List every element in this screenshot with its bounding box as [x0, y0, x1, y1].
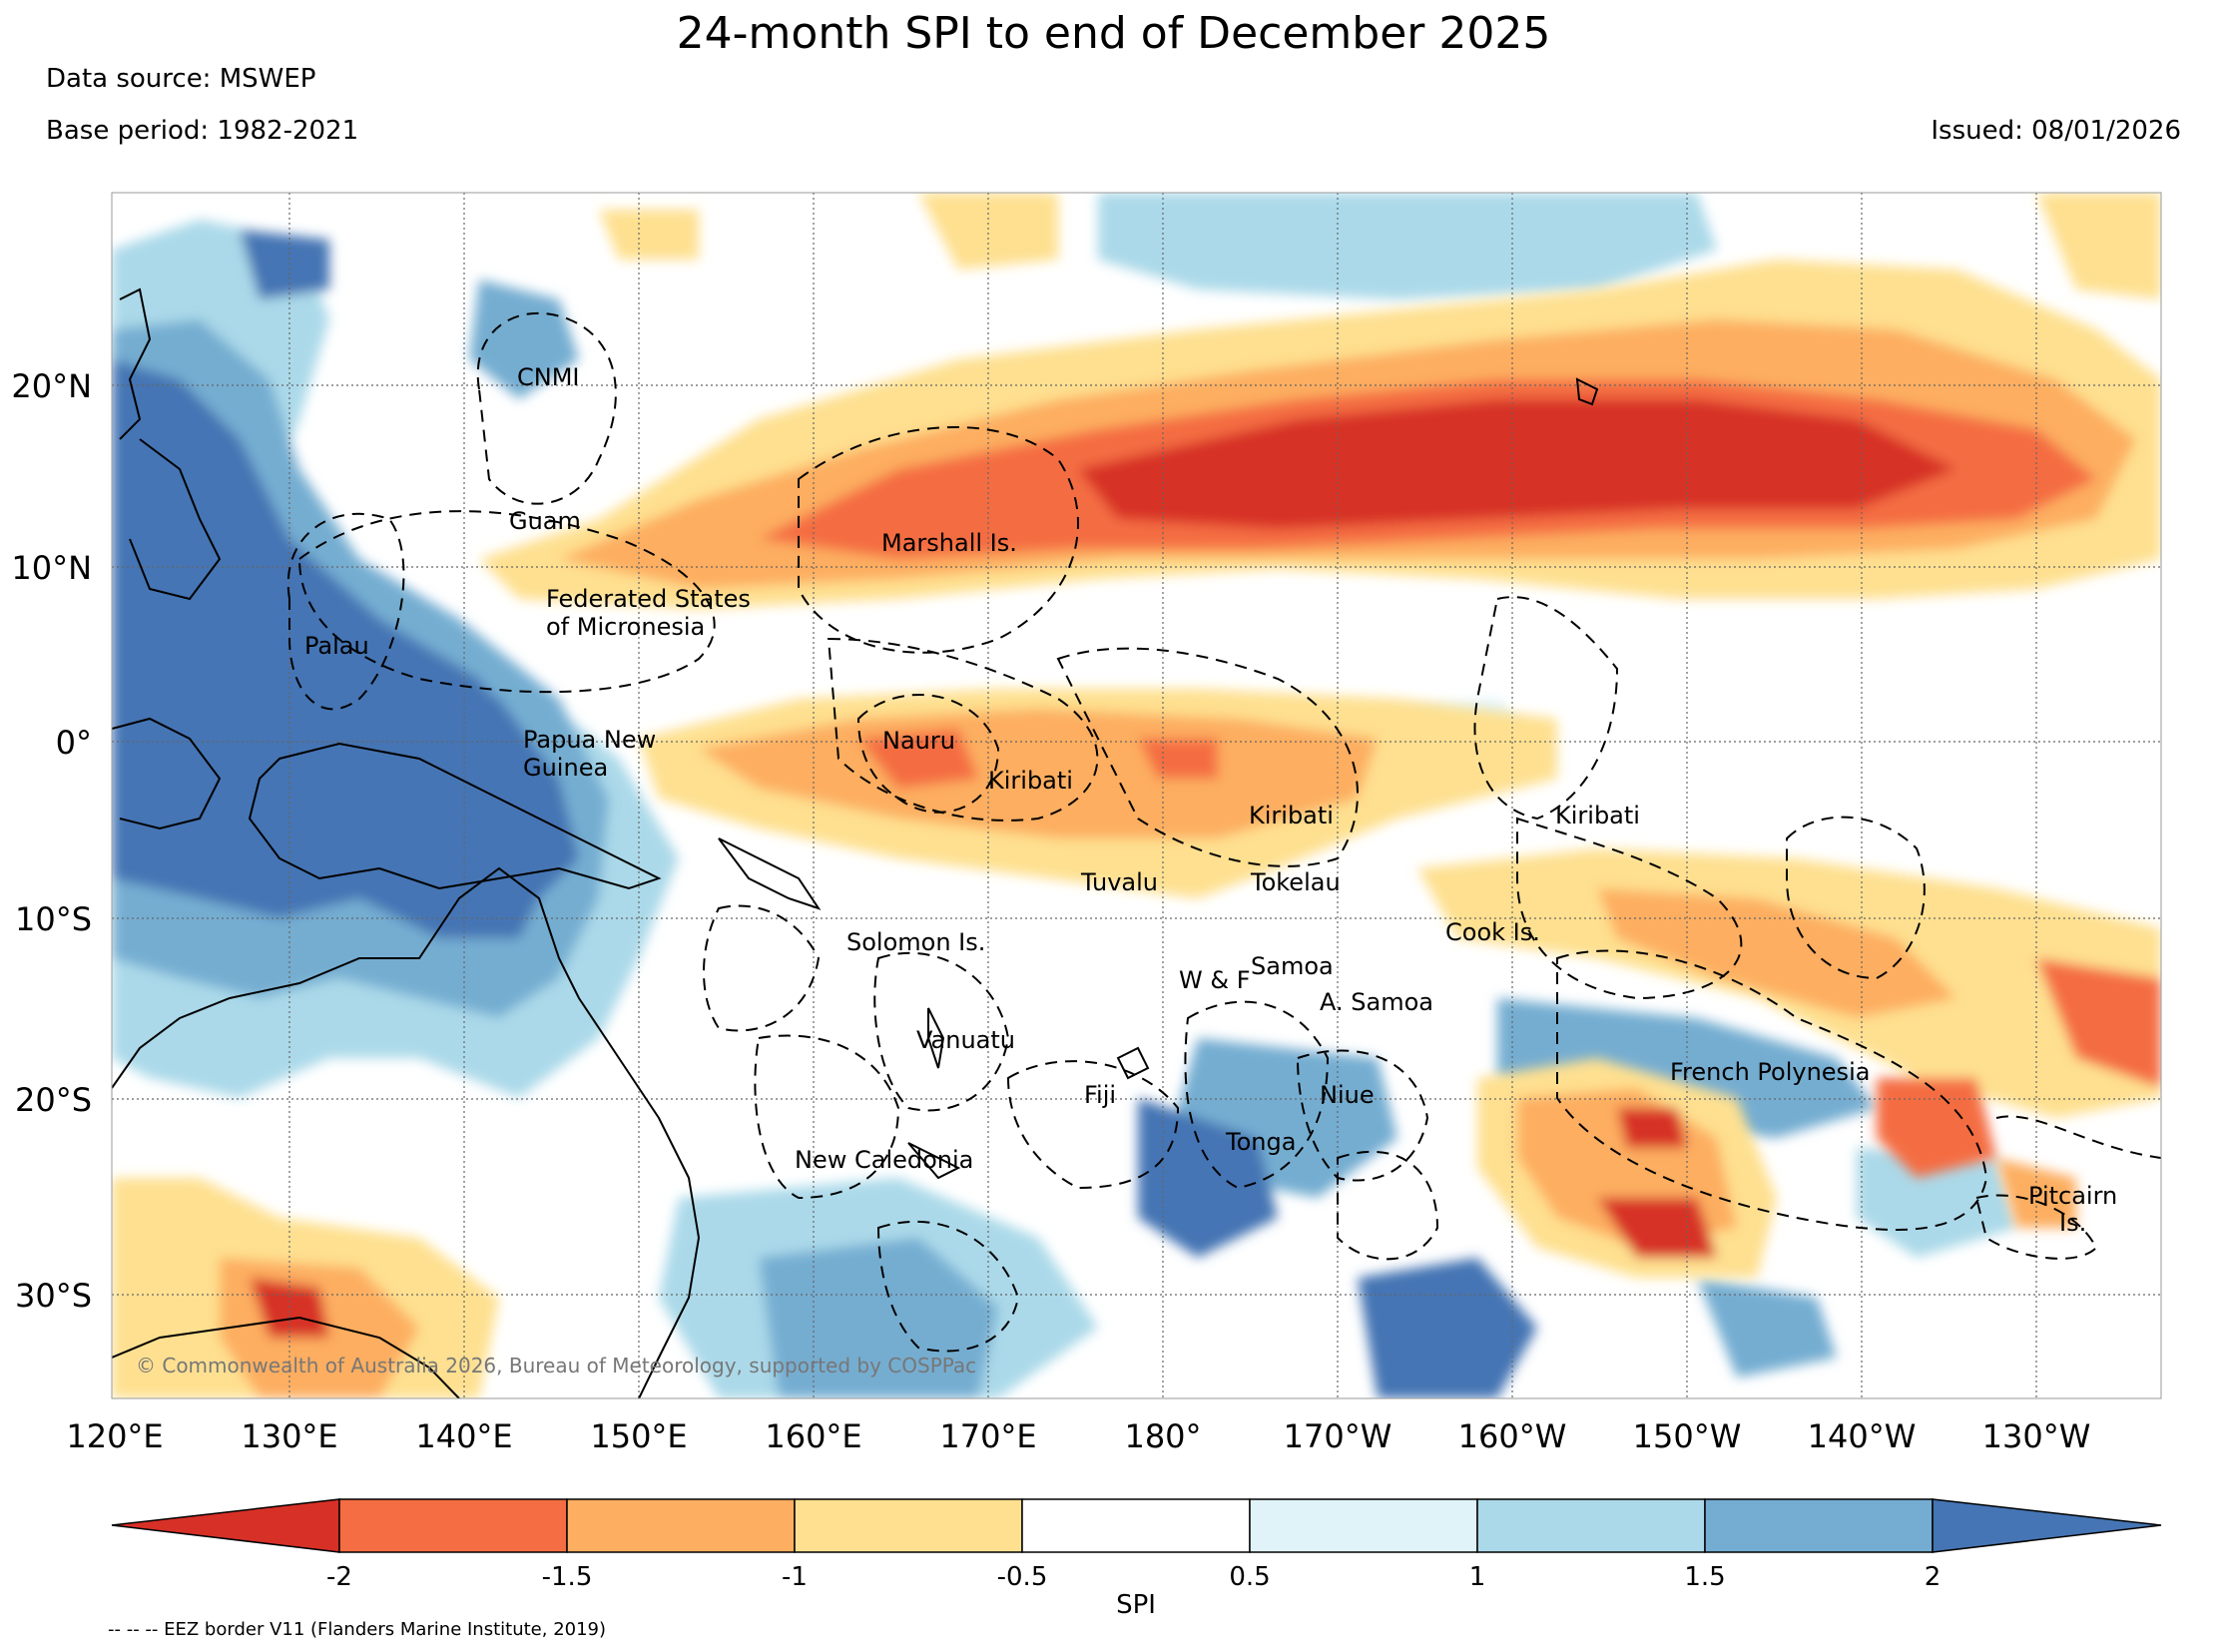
colorbar-bin [1704, 1498, 1934, 1553]
region-label-png-1: Papua New [523, 726, 656, 754]
colorbar-bin [1476, 1498, 1706, 1553]
eez-borders [286, 311, 2161, 1353]
colorbar-tick: -2 [326, 1562, 352, 1592]
lon-label-150e: 150°E [590, 1417, 687, 1455]
lon-label-170w: 170°W [1284, 1417, 1392, 1455]
region-label-kiribati-3: Kiribati [1555, 802, 1640, 829]
base-period-label: Base period: 1982-2021 [46, 116, 359, 146]
colorbar-tick: 1.5 [1684, 1562, 1725, 1592]
lat-label-10n: 10°N [11, 549, 92, 587]
lat-label-10s: 10°S [15, 900, 92, 938]
lon-label-160e: 160°E [765, 1417, 861, 1455]
region-label-asamoa: A. Samoa [1320, 988, 1433, 1016]
colorbar-extend-low [111, 1498, 340, 1553]
region-label-tokelau: Tokelau [1250, 868, 1341, 896]
spi-map-panel: CNMI Guam Marshall Is. Federated States … [112, 193, 2161, 1398]
region-label-tonga: Tonga [1225, 1128, 1296, 1156]
lat-label-30s: 30°S [15, 1277, 92, 1315]
region-label-fsm-1: Federated States [546, 585, 751, 613]
colorbar-tick: -0.5 [997, 1562, 1048, 1592]
copyright-notice: © Commonwealth of Australia 2026, Bureau… [136, 1354, 976, 1377]
region-label-solomon: Solomon Is. [846, 928, 985, 956]
colorbar-label: SPI [1116, 1590, 1156, 1620]
region-label-tuvalu: Tuvalu [1080, 868, 1158, 896]
coastlines [112, 287, 1599, 1398]
region-label-fsm-2: of Micronesia [546, 613, 705, 641]
lon-label-170e: 170°E [939, 1417, 1036, 1455]
region-label-nauru: Nauru [882, 727, 955, 755]
region-label-kiribati-2: Kiribati [1249, 802, 1334, 829]
region-label-palau: Palau [304, 632, 369, 660]
lon-label-130e: 130°E [241, 1417, 337, 1455]
lon-label-130w: 130°W [1982, 1417, 2091, 1455]
region-label-kiribati-1: Kiribati [988, 767, 1073, 795]
longitude-labels: 120°E 130°E 140°E 150°E 160°E 170°E 180°… [66, 1417, 2090, 1455]
dry-anomaly-regions [112, 193, 2161, 1398]
region-label-png-2: Guinea [523, 754, 608, 782]
colorbar-bin [794, 1498, 1023, 1553]
region-label-newcal: New Caledonia [795, 1146, 973, 1174]
eez-footnote: -- -- -- EEZ border V11 (Flanders Marine… [108, 1619, 607, 1640]
lon-label-160w: 160°W [1458, 1417, 1567, 1455]
colorbar-bin [1021, 1498, 1251, 1553]
region-label-pitcairn-2: Is. [2059, 1209, 2086, 1237]
region-label-vanuatu: Vanuatu [916, 1026, 1015, 1054]
lat-label-eq: 0° [56, 724, 92, 762]
colorbar-bin [338, 1498, 568, 1553]
region-label-niue: Niue [1320, 1081, 1375, 1109]
colorbar-bin [566, 1498, 796, 1553]
latitude-labels: 20°N 10°N 0° 10°S 20°S 30°S [11, 367, 92, 1315]
region-label-guam: Guam [509, 507, 581, 535]
colorbar-tick: 1 [1469, 1562, 1486, 1592]
map-frame [111, 192, 2162, 1399]
colorbar-tick: 2 [1925, 1562, 1942, 1592]
lon-label-120e: 120°E [66, 1417, 163, 1455]
spi-colorbar: -2 -1.5 -1 -0.5 0.5 1 1.5 2 SPI [111, 1498, 2162, 1620]
lon-label-140w: 140°W [1808, 1417, 1917, 1455]
wet-anomaly-regions [112, 193, 2016, 1398]
region-label-cnmi: CNMI [517, 363, 580, 391]
region-labels: CNMI Guam Marshall Is. Federated States … [304, 363, 2117, 1237]
chart-title: 24-month SPI to end of December 2025 [676, 8, 1551, 59]
lon-label-180: 180° [1124, 1417, 1201, 1455]
region-label-fiji: Fiji [1084, 1081, 1116, 1109]
colorbar-tick: 0.5 [1229, 1562, 1270, 1592]
region-label-marshall: Marshall Is. [881, 529, 1017, 557]
region-label-pitcairn-1: Pitcairn [2028, 1182, 2117, 1210]
lon-label-150w: 150°W [1633, 1417, 1742, 1455]
colorbar-bin [1249, 1498, 1478, 1553]
lon-label-140e: 140°E [415, 1417, 512, 1455]
colorbar-tick: -1.5 [542, 1562, 593, 1592]
region-label-cook: Cook Is. [1445, 918, 1540, 946]
data-source-label: Data source: MSWEP [46, 64, 316, 94]
colorbar-tick: -1 [782, 1562, 808, 1592]
region-label-wf: W & F [1179, 966, 1251, 994]
lat-label-20s: 20°S [15, 1081, 92, 1119]
lat-label-20n: 20°N [11, 367, 92, 405]
colorbar-extend-high [1932, 1498, 2162, 1553]
region-label-samoa: Samoa [1251, 952, 1334, 980]
region-label-frpoly: French Polynesia [1670, 1058, 1870, 1086]
issued-date-label: Issued: 08/01/2026 [1931, 116, 2181, 146]
